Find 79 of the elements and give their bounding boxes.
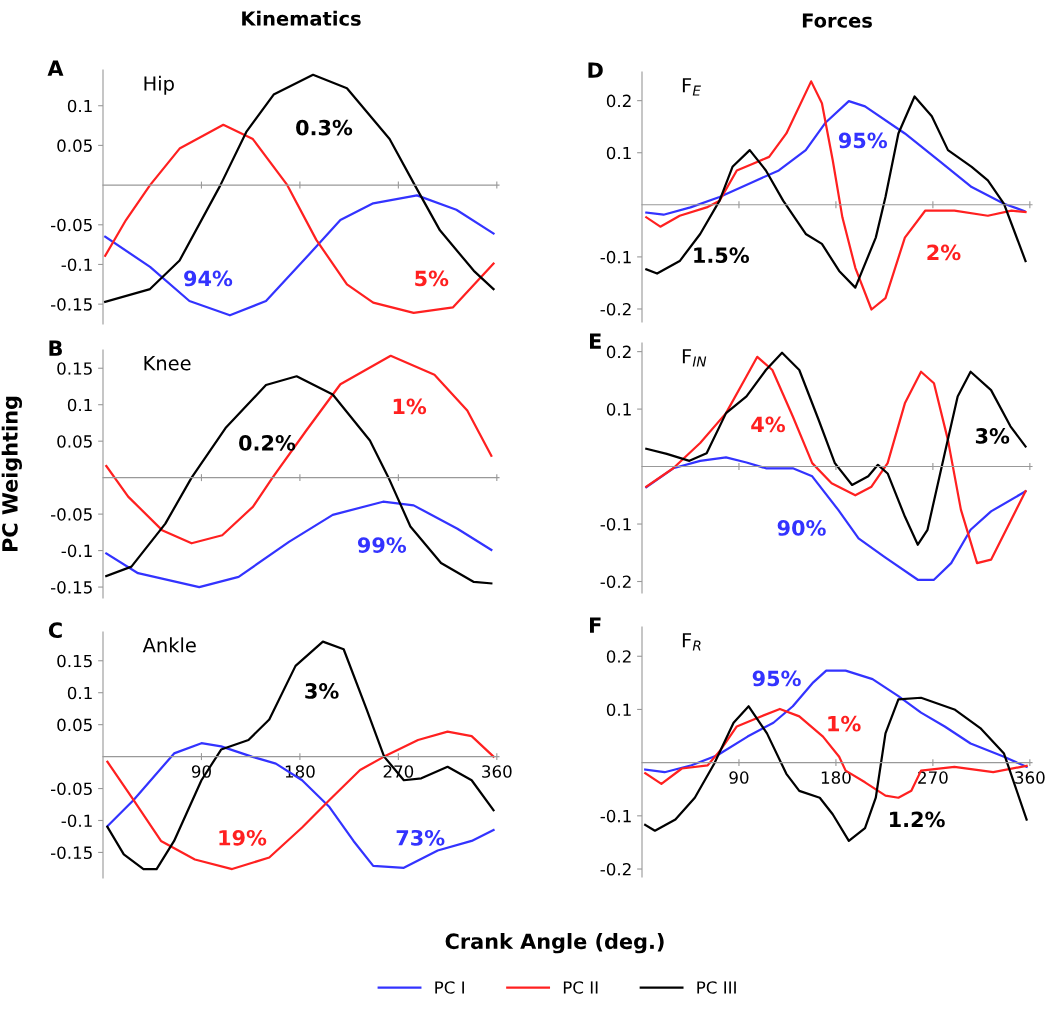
annotation: 73% xyxy=(396,829,445,846)
text: F xyxy=(590,617,601,633)
line-series xyxy=(645,80,1027,311)
y-tick-label: 0.1 xyxy=(67,398,92,412)
y-tick-label: -0.15 xyxy=(50,846,92,860)
chart-subtitle: F$_{E}$ xyxy=(682,78,701,96)
y-tick-label: -0.1 xyxy=(61,814,92,828)
y-tick-label: -0.2 xyxy=(600,862,631,876)
legend-label: PC I xyxy=(435,981,464,994)
y-axis-title: PC Weighting xyxy=(1,396,22,552)
line-series xyxy=(104,73,495,303)
y-tick-label: 0.05 xyxy=(57,139,92,152)
chart-title: Forces xyxy=(802,13,872,28)
text: D xyxy=(588,62,603,78)
legend-label: PC III xyxy=(697,981,736,994)
annotation: 1% xyxy=(828,715,861,732)
annotation: 19% xyxy=(219,829,267,846)
x-tick-label: 90 xyxy=(729,771,749,784)
annotation: 2% xyxy=(927,244,961,261)
chart-subtitle: F$_{IN}$ xyxy=(682,349,707,367)
line-series xyxy=(104,194,495,317)
annotation: 94% xyxy=(184,270,233,287)
legend-label: PC II xyxy=(563,981,598,994)
y-tick-label: 0.1 xyxy=(606,703,631,717)
annotation: 4% xyxy=(751,416,785,433)
annotation: 99% xyxy=(357,537,407,553)
y-tick-label: -0.05 xyxy=(50,508,92,521)
x-tick-label: 180 xyxy=(821,771,851,784)
y-tick-label: -0.2 xyxy=(600,575,631,589)
y-tick-label: 0.1 xyxy=(67,686,92,700)
chart-subtitle: Knee xyxy=(144,356,191,371)
annotation: 90% xyxy=(777,520,826,536)
annotation: 3% xyxy=(305,683,339,699)
y-tick-label: 0.2 xyxy=(606,94,631,108)
x-tick-label: 360 xyxy=(1015,771,1045,784)
y-tick-label: -0.2 xyxy=(600,302,631,316)
y-tick-label: -0.15 xyxy=(50,298,92,311)
y-tick-label: 0.1 xyxy=(606,403,631,416)
annotation: 1% xyxy=(393,398,427,415)
line-series xyxy=(645,95,1027,289)
annotation: 95% xyxy=(752,670,801,687)
text: E xyxy=(590,333,601,349)
y-tick-label: -0.1 xyxy=(600,250,631,264)
text: B xyxy=(49,340,62,356)
annotation: 3% xyxy=(975,428,1010,444)
y-tick-label: 0.15 xyxy=(57,362,92,375)
text: A xyxy=(47,60,64,76)
line-series xyxy=(105,500,493,589)
y-tick-label: -0.05 xyxy=(50,218,92,232)
y-tick-label: -0.1 xyxy=(61,544,92,558)
annotation: 1.5% xyxy=(694,247,750,264)
chart-subtitle: F$_{R}$ xyxy=(682,633,701,651)
annotation: 5% xyxy=(415,270,449,287)
chart-title: Kinematics xyxy=(242,10,361,26)
y-tick-label: -0.15 xyxy=(50,581,92,594)
line-series xyxy=(645,456,1027,581)
text: C xyxy=(48,622,62,639)
y-tick-label: -0.1 xyxy=(600,809,631,823)
y-tick-label: 0.1 xyxy=(67,99,92,113)
line-series xyxy=(105,375,493,585)
y-tick-label: -0.1 xyxy=(61,258,92,272)
x-tick-label: 360 xyxy=(482,765,512,778)
y-tick-label: 0.2 xyxy=(606,345,631,359)
y-tick-label: 0.1 xyxy=(606,146,631,160)
y-tick-label: -0.05 xyxy=(50,782,92,796)
annotation: 0.2% xyxy=(239,435,296,451)
x-tick-label: 270 xyxy=(918,771,948,784)
y-tick-label: 0.15 xyxy=(57,654,92,668)
chart-subtitle: Ankle xyxy=(142,637,196,653)
y-tick-label: 0.05 xyxy=(57,718,92,732)
chart-subtitle: Hip xyxy=(144,75,174,95)
y-tick-label: 0.05 xyxy=(57,435,92,448)
annotation: 95% xyxy=(838,132,888,149)
y-tick-label: 0.2 xyxy=(606,650,631,663)
annotation: 0.3% xyxy=(296,119,353,136)
y-tick-label: -0.1 xyxy=(600,518,631,531)
x-axis-title: Crank Angle (deg.) xyxy=(445,933,664,954)
line-series xyxy=(645,100,1026,216)
annotation: 1.2% xyxy=(890,811,945,828)
